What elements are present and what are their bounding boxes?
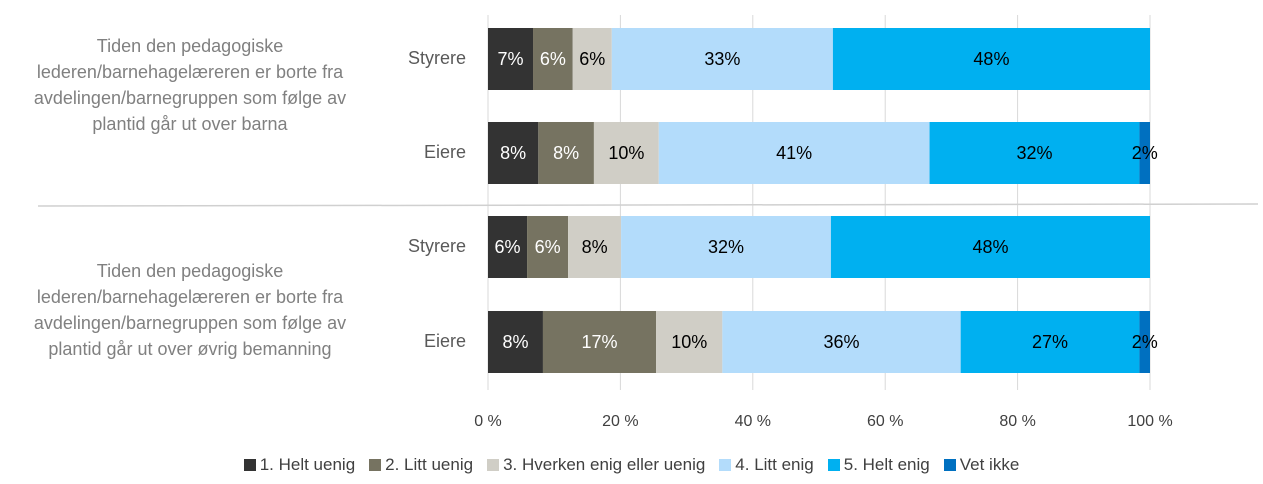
legend-item: Vet ikke	[943, 455, 1020, 475]
bar-segment	[488, 28, 534, 90]
value-label: 27%	[1032, 332, 1068, 352]
legend-label: 5. Helt enig	[843, 455, 930, 474]
bar-segment	[1139, 122, 1150, 184]
bar-segment	[488, 311, 543, 373]
x-tick-label: 20 %	[602, 413, 638, 430]
legend-swatch	[827, 459, 840, 471]
bar-segment	[830, 216, 1150, 278]
bar-segment	[488, 122, 539, 184]
value-label: 36%	[823, 332, 859, 352]
bar-segment	[722, 311, 961, 373]
bar-segment	[538, 122, 594, 184]
bar-segment	[929, 122, 1140, 184]
group-label: Tiden den pedagogiske lederen/barnehagel…	[33, 36, 347, 134]
value-label: 2%	[1132, 332, 1158, 352]
x-tick-label: 60 %	[867, 413, 903, 430]
value-label: 7%	[498, 49, 524, 69]
bar-segment	[572, 28, 612, 90]
legend-label: 4. Litt enig	[735, 455, 814, 474]
legend-swatch	[243, 459, 256, 471]
legend-item: 4. Litt enig	[719, 455, 814, 475]
x-tick-label: 100 %	[1127, 413, 1172, 430]
bar-segment	[568, 216, 622, 278]
y-tick-label: Styrere	[408, 236, 466, 256]
legend-swatch	[369, 459, 382, 471]
value-label: 48%	[973, 49, 1009, 69]
legend-label: Vet ikke	[959, 455, 1020, 474]
value-label: 10%	[608, 143, 644, 163]
bar-segment	[656, 311, 723, 373]
bar-segment	[1139, 311, 1150, 373]
legend-item: 5. Helt enig	[827, 455, 930, 475]
value-label: 32%	[708, 237, 744, 257]
value-label: 48%	[972, 237, 1008, 257]
bar-segment	[593, 122, 659, 184]
bar-segment	[542, 311, 657, 373]
bar-segment	[611, 28, 833, 90]
x-tick-label: 0 %	[474, 413, 502, 430]
bar-segment	[960, 311, 1140, 373]
bar-segment	[527, 216, 569, 278]
legend-label: 2. Litt uenig	[385, 455, 474, 474]
value-label: 32%	[1016, 143, 1052, 163]
value-label: 8%	[502, 332, 528, 352]
group-separator	[37, 203, 1259, 207]
value-label: 33%	[704, 49, 740, 69]
legend-item: 2. Litt uenig	[369, 455, 473, 475]
value-label: 17%	[582, 332, 618, 352]
value-label: 8%	[553, 143, 579, 163]
legend-swatch	[487, 459, 500, 471]
legend-swatch	[719, 459, 732, 471]
value-label: 41%	[776, 143, 812, 163]
value-label: 6%	[535, 237, 561, 257]
legend-item: 3. Hverken enig eller uenig	[487, 455, 705, 475]
group-label: Tiden den pedagogiske lederen/barnehagel…	[33, 261, 347, 359]
y-tick-label: Styrere	[408, 48, 466, 68]
value-label: 8%	[500, 143, 526, 163]
bar-segment	[488, 216, 528, 278]
x-tick-label: 80 %	[999, 413, 1035, 430]
legend-label: 3. Hverken enig eller uenig	[503, 455, 706, 474]
value-label: 8%	[582, 237, 608, 257]
bar-segment	[621, 216, 831, 278]
legend: 1. Helt uenig 2. Litt uenig 3. Hverken eni…	[0, 455, 1263, 475]
value-label: 6%	[579, 49, 605, 69]
legend-swatch	[943, 459, 956, 471]
legend-label: 1. Helt uenig	[259, 455, 356, 474]
value-label: 10%	[671, 332, 707, 352]
value-label: 6%	[495, 237, 521, 257]
bar-segment	[832, 28, 1150, 90]
value-label: 6%	[540, 49, 566, 69]
legend-item: 1. Helt uenig	[243, 455, 356, 475]
bar-segment	[658, 122, 930, 184]
bar-segment	[533, 28, 573, 90]
value-label: 2%	[1132, 143, 1158, 163]
x-tick-label: 40 %	[735, 413, 771, 430]
y-tick-label: Eiere	[424, 142, 466, 162]
y-tick-label: Eiere	[424, 331, 466, 351]
